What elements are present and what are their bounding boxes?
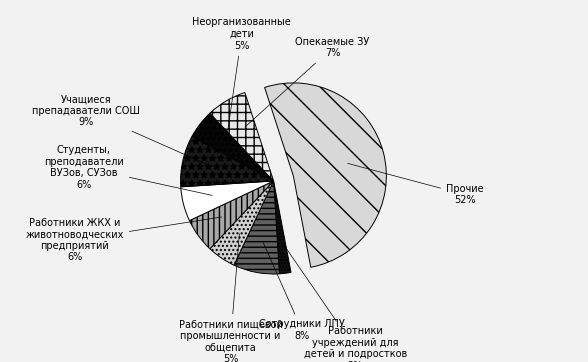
Wedge shape: [273, 181, 291, 274]
Text: Работники пищевой
промышленности и
общепита
5%: Работники пищевой промышленности и общеп…: [179, 234, 282, 362]
Text: Учащиеся
препадаватели СОШ
9%: Учащиеся препадаватели СОШ 9%: [32, 94, 212, 167]
Wedge shape: [265, 83, 386, 267]
Text: Прочие
52%: Прочие 52%: [348, 163, 483, 205]
Text: Работники ЖКХ и
животноводческих
предприятий
6%: Работники ЖКХ и животноводческих предпри…: [25, 217, 222, 262]
Wedge shape: [189, 181, 273, 249]
Text: Студенты,
преподаватели
ВУЗов, СУЗов
6%: Студенты, преподаватели ВУЗов, СУЗов 6%: [44, 145, 212, 195]
Wedge shape: [234, 181, 279, 274]
Wedge shape: [181, 136, 273, 187]
Wedge shape: [210, 93, 273, 181]
Text: Неорганизованные
дети
5%: Неорганизованные дети 5%: [192, 17, 291, 141]
Wedge shape: [210, 181, 273, 265]
Wedge shape: [181, 181, 273, 220]
Text: Работники
учреждений для
детей и подростков
2%: Работники учреждений для детей и подрост…: [283, 243, 407, 362]
Wedge shape: [192, 113, 273, 181]
Text: Сотрудники ЛПУ
8%: Сотрудники ЛПУ 8%: [259, 243, 345, 341]
Text: Опекаемые ЗУ
7%: Опекаемые ЗУ 7%: [245, 37, 370, 127]
